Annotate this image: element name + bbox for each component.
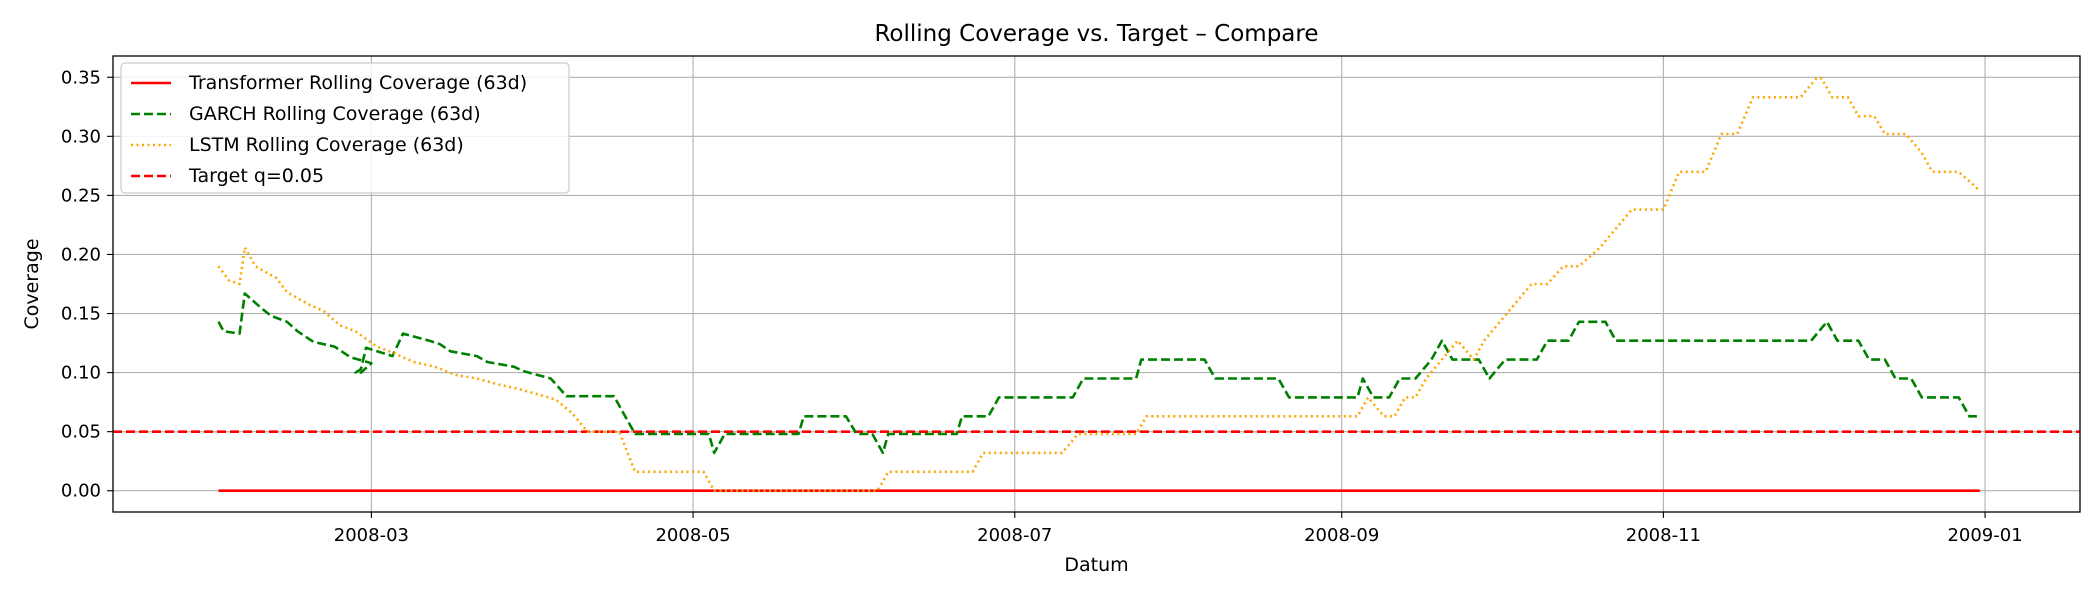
y-tick-label: 0.25 bbox=[61, 185, 101, 206]
legend-box bbox=[120, 62, 570, 194]
y-tick-label: 0.15 bbox=[61, 304, 101, 325]
legend-label: Transformer Rolling Coverage (63d) bbox=[188, 72, 527, 94]
x-axis-label: Datum bbox=[1064, 554, 1128, 576]
x-tick-label: 2008-07 bbox=[977, 525, 1052, 546]
chart-title: Rolling Coverage vs. Target – Compare bbox=[874, 21, 1318, 47]
x-axis-ticks: 2008-03 2008-05 2008-07 2008-09 2008-11 2009-… bbox=[334, 512, 2023, 546]
y-tick-label: 0.05 bbox=[61, 422, 101, 443]
x-tick-label: 2008-05 bbox=[655, 525, 730, 546]
y-tick-label: 0.20 bbox=[61, 244, 101, 265]
legend: Transformer Rolling Coverage (63d) GARCH … bbox=[120, 62, 570, 194]
legend-label: GARCH Rolling Coverage (63d) bbox=[189, 103, 481, 125]
plot-frame bbox=[112, 55, 2081, 513]
legend-label: Target q=0.05 bbox=[188, 165, 324, 187]
legend-label: LSTM Rolling Coverage (63d) bbox=[189, 134, 464, 156]
y-axis-ticks: 0.00 0.05 0.10 0.15 0.20 0.25 0.30 0.35 bbox=[61, 67, 113, 502]
x-tick-label: 2009-01 bbox=[1947, 525, 2022, 546]
series-line-1 bbox=[217, 292, 1980, 455]
y-tick-label: 0.35 bbox=[61, 67, 101, 88]
y-axis-label: Coverage bbox=[21, 238, 43, 329]
series-lines bbox=[217, 77, 1981, 493]
y-tick-label: 0.30 bbox=[61, 126, 101, 147]
x-tick-label: 2008-03 bbox=[334, 525, 409, 546]
x-tick-label: 2008-11 bbox=[1626, 525, 1701, 546]
y-tick-label: 0.10 bbox=[61, 363, 101, 384]
x-tick-label: 2008-09 bbox=[1304, 525, 1379, 546]
y-tick-label: 0.00 bbox=[61, 481, 101, 502]
